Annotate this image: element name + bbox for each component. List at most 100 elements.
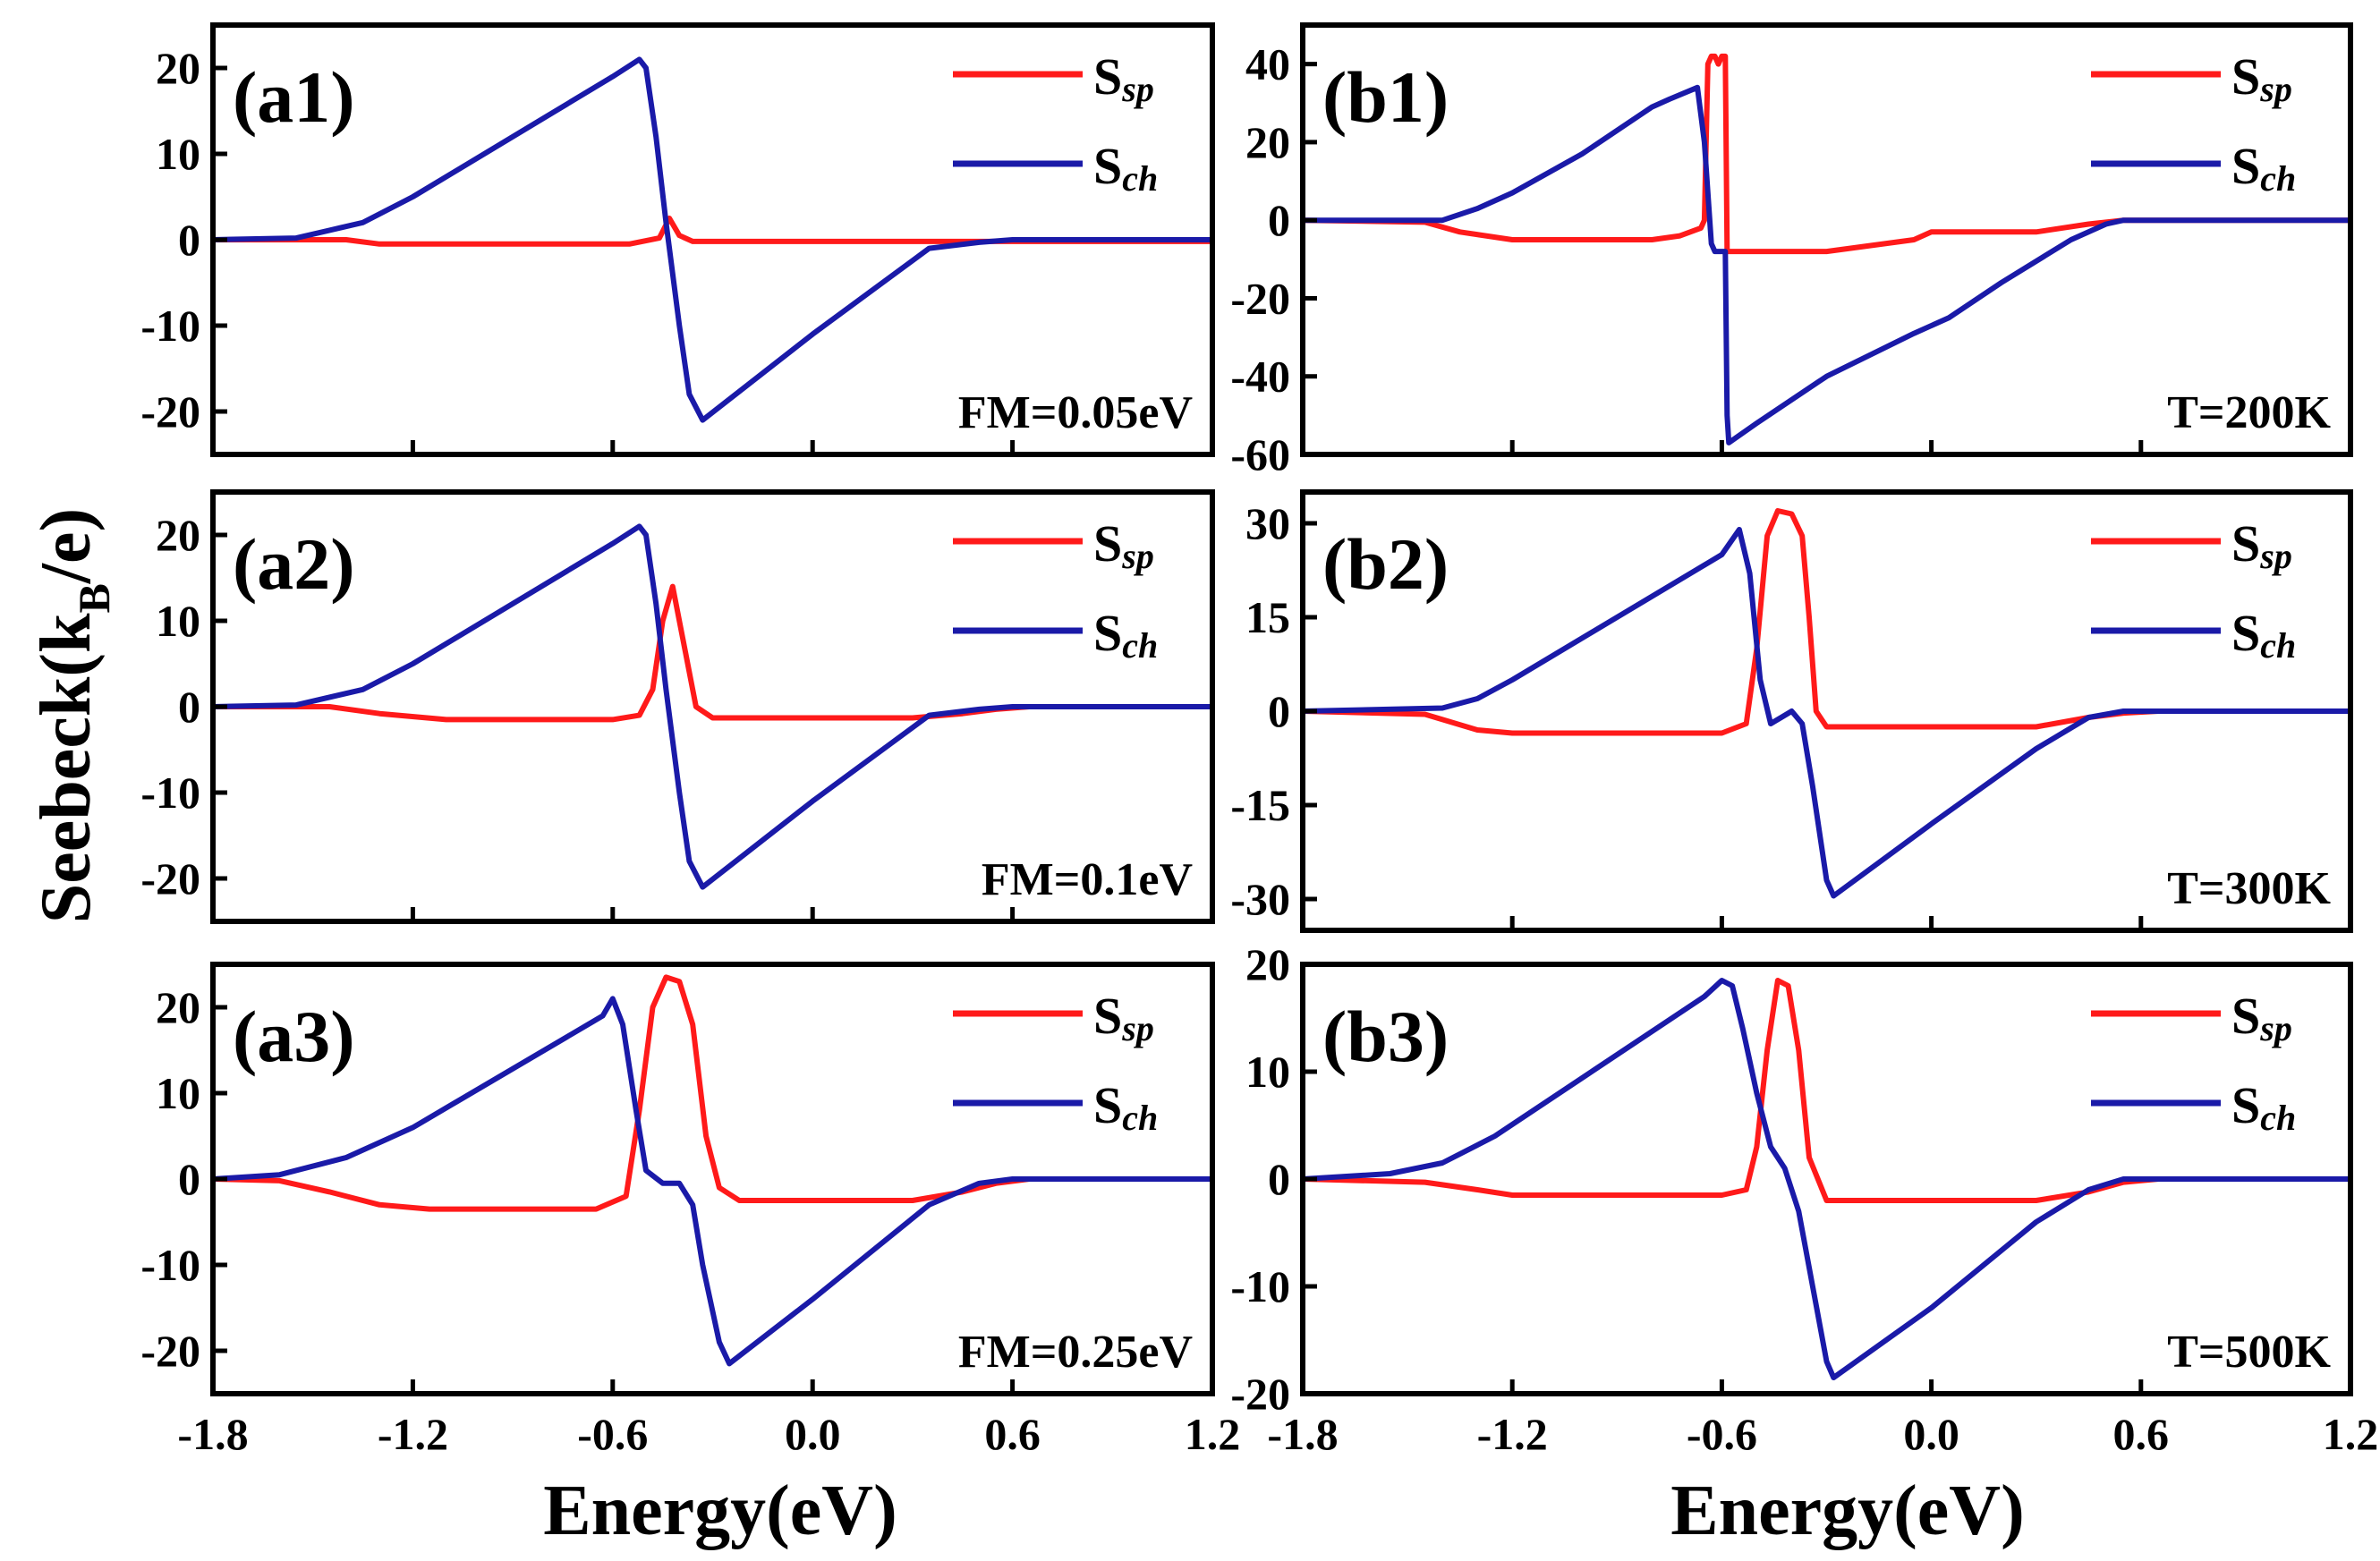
y-tick-label-b2: 30 bbox=[1245, 498, 1290, 548]
series-sch-line-a2 bbox=[213, 523, 1212, 890]
panel-annotation-a3: FM=0.25eV bbox=[958, 1327, 1193, 1378]
legend-entry-sch-a1: Sch bbox=[1093, 137, 1158, 199]
panel-annotation-b3: T=500K bbox=[2167, 1327, 2331, 1378]
x-tick-label-b3: 1.2 bbox=[2323, 1409, 2379, 1459]
x-tick-label-b3: -0.6 bbox=[1687, 1409, 1757, 1459]
legend-entry-symbol: S bbox=[2231, 47, 2260, 106]
x-tick-label-a3: 0.0 bbox=[785, 1409, 841, 1459]
legend-entry-ssp-b1: Ssp bbox=[2231, 47, 2292, 109]
legend-entry-symbol: S bbox=[2231, 514, 2260, 573]
legend-entry-sch-b2: Sch bbox=[2231, 604, 2296, 666]
legend-entry-symbol: S bbox=[1093, 47, 1122, 106]
y-tick-label-a3: 20 bbox=[156, 982, 200, 1032]
legend-entry-symbol: S bbox=[2231, 1076, 2260, 1134]
x-tick-label-b3: 0.6 bbox=[2113, 1409, 2170, 1459]
x-tick-label-b3: -1.2 bbox=[1477, 1409, 1548, 1459]
legend-entry-symbol: S bbox=[2231, 137, 2260, 195]
legend-entry-symbol: S bbox=[1093, 514, 1122, 573]
y-tick-label-b3: 0 bbox=[1268, 1154, 1290, 1204]
series-sch-line-b2 bbox=[1303, 527, 2350, 899]
plot-frame-b1 bbox=[1300, 22, 2353, 457]
panel-label-b1: (b1) bbox=[1322, 56, 1449, 138]
legend-entry-subscript: ch bbox=[1122, 1098, 1158, 1138]
y-tick-label-b1: -20 bbox=[1230, 273, 1290, 323]
series-sch-line-b3 bbox=[1303, 978, 2350, 1380]
legend-entry-ssp-b2: Ssp bbox=[2231, 514, 2292, 576]
x-axis-title-left: Energy(eV) bbox=[543, 1472, 897, 1550]
legend-entry-symbol: S bbox=[1093, 987, 1122, 1045]
legend-entry-sch-b3: Sch bbox=[2231, 1076, 2296, 1138]
x-tick-label-b3: 0.0 bbox=[1903, 1409, 1959, 1459]
legend-entry-sch-a3: Sch bbox=[1093, 1076, 1158, 1138]
y-tick-label-b1: 0 bbox=[1268, 195, 1290, 245]
y-tick-label-a1: 10 bbox=[156, 129, 200, 179]
legend-entry-subscript: sp bbox=[2259, 1008, 2292, 1048]
legend-entry-symbol: S bbox=[1093, 604, 1122, 662]
y-tick-label-a1: 0 bbox=[178, 215, 200, 265]
series-ssp-line-a2 bbox=[213, 583, 1212, 723]
x-axis-title-right: Energy(eV) bbox=[1670, 1472, 2024, 1550]
legend-entry-ssp-a1: Ssp bbox=[1093, 47, 1154, 109]
panel-annotation-b2: T=300K bbox=[2167, 863, 2331, 914]
y-tick-label-a3: -10 bbox=[140, 1240, 200, 1290]
series-sch-line-a3 bbox=[213, 996, 1212, 1367]
y-tick-label-b3: 20 bbox=[1245, 939, 1290, 989]
legend-entry-subscript: sp bbox=[1121, 536, 1154, 576]
y-tick-label-b2: -15 bbox=[1230, 780, 1290, 830]
legend-entry-subscript: ch bbox=[1122, 625, 1158, 666]
panel-annotation-a2: FM=0.1eV bbox=[982, 854, 1193, 905]
y-tick-label-a2: 0 bbox=[178, 682, 200, 732]
legend-entry-subscript: sp bbox=[1121, 1008, 1154, 1048]
legend-entry-symbol: S bbox=[2231, 987, 2260, 1045]
legend-entry-sch-b1: Sch bbox=[2231, 137, 2296, 199]
y-tick-label-b3: 10 bbox=[1245, 1047, 1290, 1097]
x-tick-label-a3: 0.6 bbox=[984, 1409, 1041, 1459]
series-sch-line-a1 bbox=[213, 56, 1212, 423]
y-tick-label-b2: 0 bbox=[1268, 686, 1290, 736]
y-tick-label-a2: 10 bbox=[156, 596, 200, 646]
x-tick-label-a3: 1.2 bbox=[1185, 1409, 1241, 1459]
legend-entry-subscript: sp bbox=[1121, 69, 1154, 109]
panel-annotation-b1: T=200K bbox=[2167, 387, 2331, 438]
panel-b3: 20 10 0 -10 -20-1.8 -1.2 -0.6 0.0 0.6 1.2 (b3) T=50… bbox=[1230, 939, 2378, 1459]
y-tick-label-b3: -20 bbox=[1230, 1369, 1290, 1419]
y-tick-label-a1: -20 bbox=[140, 386, 200, 437]
x-tick-label-a3: -0.6 bbox=[577, 1409, 648, 1459]
y-axis-title-sub: B bbox=[69, 583, 119, 613]
x-tick-label-a3: -1.8 bbox=[177, 1409, 248, 1459]
series-sch-line-b1 bbox=[1303, 84, 2350, 445]
legend-entry-ssp-a2: Ssp bbox=[1093, 514, 1154, 576]
y-tick-label-a1: 20 bbox=[156, 43, 200, 93]
y-tick-label-b1: -60 bbox=[1230, 429, 1290, 479]
legend-entry-ssp-a3: Ssp bbox=[1093, 987, 1154, 1048]
legend-entry-subscript: ch bbox=[1122, 158, 1158, 199]
y-tick-label-a3: 0 bbox=[178, 1154, 200, 1204]
panel-label-a1: (a1) bbox=[233, 56, 355, 138]
y-tick-label-b3: -10 bbox=[1230, 1261, 1290, 1311]
legend-entry-subscript: sp bbox=[2259, 69, 2292, 109]
legend-entry-subscript: ch bbox=[2260, 158, 2296, 199]
legend-entry-ssp-b3: Ssp bbox=[2231, 987, 2292, 1048]
panel-label-b2: (b2) bbox=[1322, 523, 1449, 605]
legend-entry-subscript: ch bbox=[2260, 1098, 2296, 1138]
y-axis-title-main: Seebeck(k bbox=[27, 613, 106, 923]
y-tick-label-a3: -20 bbox=[140, 1326, 200, 1376]
legend-entry-symbol: S bbox=[1093, 137, 1122, 195]
y-tick-label-b2: -30 bbox=[1230, 874, 1290, 924]
panel-annotation-a1: FM=0.05eV bbox=[958, 387, 1193, 438]
panel-label-a3: (a3) bbox=[233, 996, 355, 1077]
x-tick-label-a3: -1.2 bbox=[378, 1409, 448, 1459]
legend-entry-symbol: S bbox=[2231, 604, 2260, 662]
y-tick-label-b1: 40 bbox=[1245, 39, 1290, 89]
y-tick-label-a3: 10 bbox=[156, 1068, 200, 1118]
x-tick-label-b3: -1.8 bbox=[1267, 1409, 1338, 1459]
legend-entry-symbol: S bbox=[1093, 1076, 1122, 1134]
panel-label-a2: (a2) bbox=[233, 523, 355, 605]
y-tick-label-a2: -10 bbox=[140, 768, 200, 818]
y-tick-label-a1: -10 bbox=[140, 301, 200, 351]
panel-a3: 20 10 0 -10 -20 -1.8 -1.2 -0.6 0.0 0.6 1.2 (a3) FM=0… bbox=[140, 962, 1241, 1459]
